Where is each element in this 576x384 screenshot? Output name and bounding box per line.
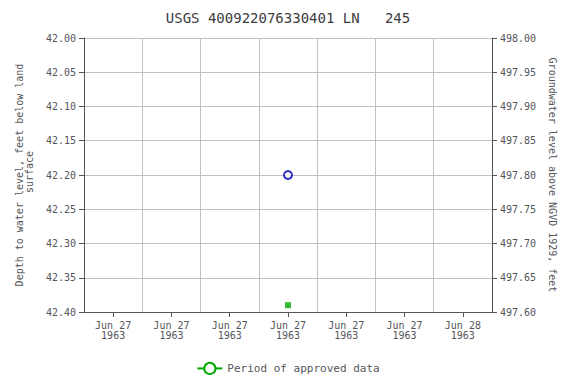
svg-text:1963: 1963	[159, 330, 183, 341]
svg-text:42.40: 42.40	[46, 307, 76, 318]
svg-text:42.05: 42.05	[46, 67, 76, 78]
svg-text:Depth to water level, feet bel: Depth to water level, feet below land	[14, 63, 26, 287]
svg-text:497.90: 497.90	[500, 101, 536, 112]
svg-text:Jun 27: Jun 27	[211, 319, 248, 331]
svg-text:Jun 27: Jun 27	[386, 319, 423, 331]
svg-text:surface: surface	[24, 151, 35, 199]
svg-text:497.80: 497.80	[500, 170, 536, 181]
svg-text:42.00: 42.00	[46, 33, 76, 44]
svg-text:498.00: 498.00	[500, 33, 536, 44]
svg-text:1963: 1963	[393, 330, 417, 341]
svg-text:USGS 400922076330401 LN 245: USGS 400922076330401 LN 245	[166, 10, 410, 26]
svg-text:1963: 1963	[451, 330, 475, 341]
svg-text:1963: 1963	[218, 330, 242, 341]
svg-text:42.15: 42.15	[46, 135, 76, 146]
svg-text:Jun 27: Jun 27	[269, 319, 307, 331]
svg-text:1963: 1963	[334, 330, 358, 341]
svg-text:Jun 27: Jun 27	[328, 319, 365, 331]
svg-text:42.20: 42.20	[46, 170, 76, 181]
svg-text:497.60: 497.60	[500, 307, 536, 318]
svg-text:Groundwater level above NGVD 1: Groundwater level above NGVD 1929, feet	[547, 58, 558, 293]
svg-text:Jun 27: Jun 27	[95, 319, 132, 331]
svg-text:1963: 1963	[276, 330, 300, 341]
svg-text:42.35: 42.35	[46, 272, 76, 283]
svg-text:497.95: 497.95	[500, 67, 536, 78]
svg-text:Jun 27: Jun 27	[153, 319, 190, 331]
svg-text:497.65: 497.65	[500, 272, 536, 283]
svg-text:497.70: 497.70	[500, 238, 536, 249]
svg-text:Period of approved data: Period of approved data	[227, 362, 379, 375]
svg-text:42.10: 42.10	[46, 101, 76, 112]
svg-text:497.75: 497.75	[500, 204, 536, 215]
svg-text:1963: 1963	[101, 330, 125, 341]
svg-text:42.30: 42.30	[46, 238, 76, 249]
svg-text:Jun 28: Jun 28	[444, 319, 481, 331]
svg-text:42.25: 42.25	[46, 204, 76, 215]
svg-text:497.85: 497.85	[500, 135, 536, 146]
